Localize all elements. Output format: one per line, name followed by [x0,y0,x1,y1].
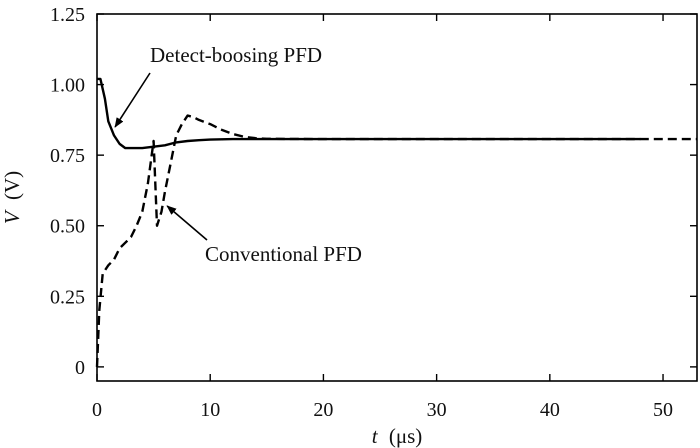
x-tick-label: 30 [427,399,447,421]
x-tick-label: 20 [313,399,333,421]
y-tick-label: 1.25 [50,4,85,26]
y-tick-label: 0 [75,357,85,379]
x-axis-variable: t [372,424,379,448]
annotation-arrow [114,72,151,128]
y-axis-ticks: 0 0.25 0.50 0.75 1.00 1.25 [50,4,697,379]
y-axis-variable: V [0,209,24,224]
x-axis-ticks: 0 10 20 30 40 50 [92,14,673,421]
y-tick-label: 0.50 [50,216,85,238]
x-tick-label: 50 [653,399,673,421]
y-tick-label: 0.25 [50,286,85,308]
x-axis-unit: (μs) [389,424,422,448]
x-tick-label: 40 [540,399,560,421]
y-tick-label: 0.75 [50,145,85,167]
annotation-label: Detect-boosing PFD [150,43,322,67]
plot-frame [96,13,698,382]
y-axis-unit: (V) [0,171,24,200]
y-axis-title: V (V) [0,171,24,224]
annotation-layer: Detect-boosing PFD Conventional PFD [114,43,362,266]
x-axis-title: t (μs) [372,424,423,448]
x-tick-label: 10 [200,399,220,421]
series-layer [95,77,697,367]
annotation-arrow [166,205,208,241]
series-line-conventional-pfd [95,114,697,367]
annotation-label: Conventional PFD [205,242,362,266]
y-tick-label: 1.00 [50,75,85,97]
x-tick-label: 0 [92,399,102,421]
series-line-detect-boosing-pfd [97,77,641,150]
